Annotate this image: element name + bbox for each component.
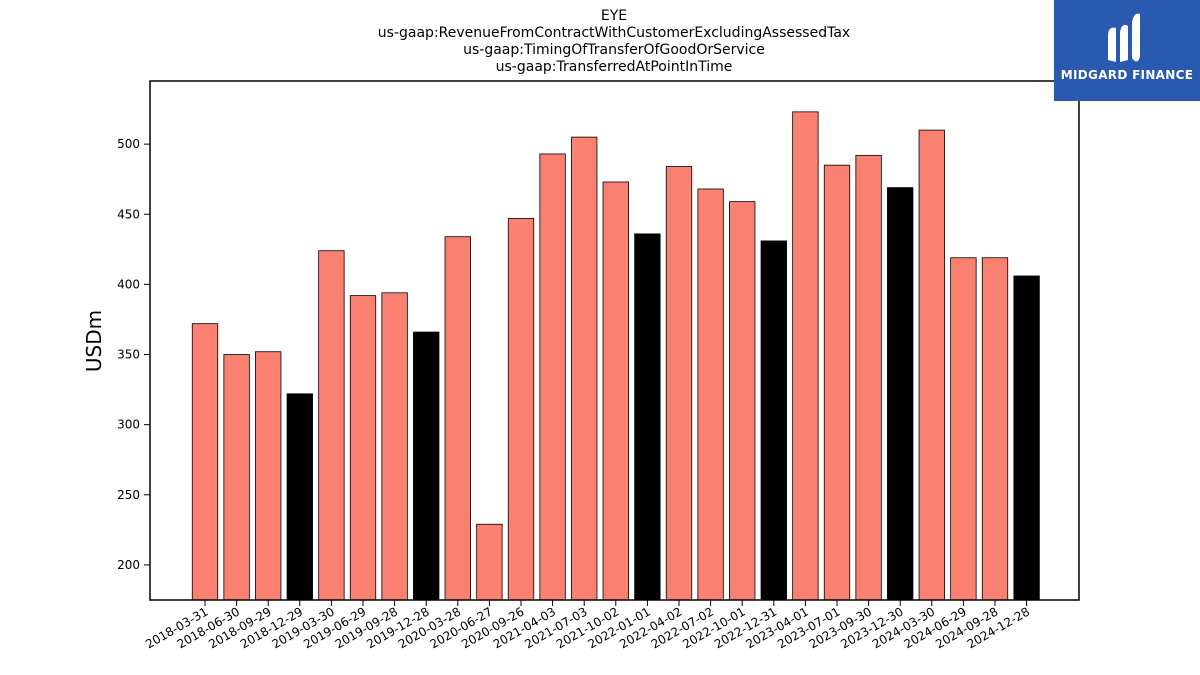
bar-2020-09-26 (507, 218, 535, 601)
bar-2021-04-03 (539, 153, 566, 601)
bar-2019-12-28 (413, 331, 440, 601)
y-tick-label: 200 (117, 558, 140, 572)
bar-2023-04-01 (792, 111, 819, 601)
y-tick-label: 500 (117, 137, 140, 151)
chart-title-line: us-gaap:TransferredAtPointInTime (496, 59, 733, 75)
bar-2019-09-28 (381, 292, 408, 601)
bar-2022-04-02 (665, 166, 693, 601)
y-axis-label: USDm (82, 310, 106, 372)
bar-2018-12-29 (286, 393, 313, 601)
bar-2022-01-01 (634, 233, 661, 601)
y-tick-label: 250 (117, 488, 140, 502)
y-axis: 200 250 300 350 400 450 500 (117, 137, 150, 572)
bar-2019-03-30 (318, 250, 345, 601)
bar-2024-06-29 (950, 257, 977, 601)
bar-2020-06-27 (476, 523, 503, 601)
y-tick-label: 350 (117, 348, 140, 362)
bars (191, 111, 1040, 601)
y-tick-label: 400 (117, 277, 140, 291)
bar-2023-09-30 (855, 154, 882, 601)
midgard-logo-icon (1108, 13, 1140, 62)
bar-2018-03-31 (191, 323, 219, 601)
chart-title-line: EYE (601, 8, 627, 24)
chart-title-line: us-gaap:RevenueFromContractWithCustomerE… (378, 25, 850, 41)
bar-2022-12-31 (760, 240, 787, 601)
y-tick-label: 450 (117, 207, 140, 221)
bar-2024-09-28 (981, 257, 1009, 601)
plot-frame (149, 80, 1080, 601)
bar-2018-06-30 (223, 354, 250, 601)
brand-name: MIDGARD FINANCE (1060, 68, 1194, 82)
bar-2021-10-02 (602, 181, 629, 601)
bar-2022-10-01 (729, 201, 756, 601)
x-axis: 2018-03-312018-06-302018-09-292018-12-29… (143, 600, 1032, 651)
bar-2018-09-29 (255, 351, 282, 601)
bar-2021-07-03 (571, 136, 598, 601)
bar-2024-12-28 (1013, 275, 1040, 601)
bar-2023-07-01 (823, 164, 851, 601)
bar-2023-12-30 (887, 187, 914, 601)
bar-2024-03-30 (918, 129, 945, 601)
y-tick-label: 300 (117, 418, 140, 432)
bar-2022-07-02 (697, 188, 724, 601)
brand-logo: MIDGARD FINANCE (1054, 0, 1200, 101)
chart-title: EYEus-gaap:RevenueFromContractWithCustom… (378, 8, 850, 75)
bar-2020-03-28 (444, 236, 471, 601)
bar-2019-06-29 (349, 295, 377, 601)
chart-title-line: us-gaap:TimingOfTransferOfGoodOrService (463, 42, 765, 58)
